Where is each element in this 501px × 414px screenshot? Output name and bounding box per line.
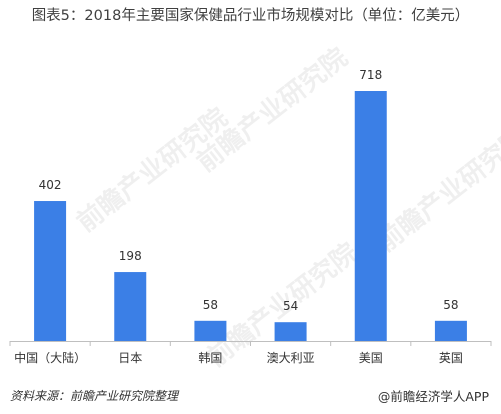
bar-2 <box>194 320 227 341</box>
brand-credit: @前瞻经济学人APP <box>377 389 489 404</box>
data-label-0: 402 <box>39 178 62 192</box>
bar-4 <box>354 91 387 341</box>
data-label-1: 198 <box>119 249 142 263</box>
category-label-0: 中国（大陆） <box>14 350 86 365</box>
category-label-1: 日本 <box>118 351 142 365</box>
data-label-2: 58 <box>203 298 218 312</box>
data-label-3: 54 <box>283 299 298 313</box>
bar-1 <box>114 272 147 341</box>
bar-0 <box>34 201 67 341</box>
category-label-3: 澳大利亚 <box>267 351 315 365</box>
category-label-4: 美国 <box>359 351 383 365</box>
category-label-5: 英国 <box>439 351 463 365</box>
bar-3 <box>274 322 307 341</box>
source-note: 资料来源：前瞻产业研究院整理 <box>10 389 179 403</box>
category-label-2: 韩国 <box>198 350 222 365</box>
bar-5 <box>434 320 467 341</box>
chart-title: 图表5：2018年主要国家保健品行业市场规模对比（单位：亿美元） <box>31 8 470 24</box>
data-label-5: 58 <box>443 298 458 312</box>
data-label-4: 718 <box>359 68 382 82</box>
